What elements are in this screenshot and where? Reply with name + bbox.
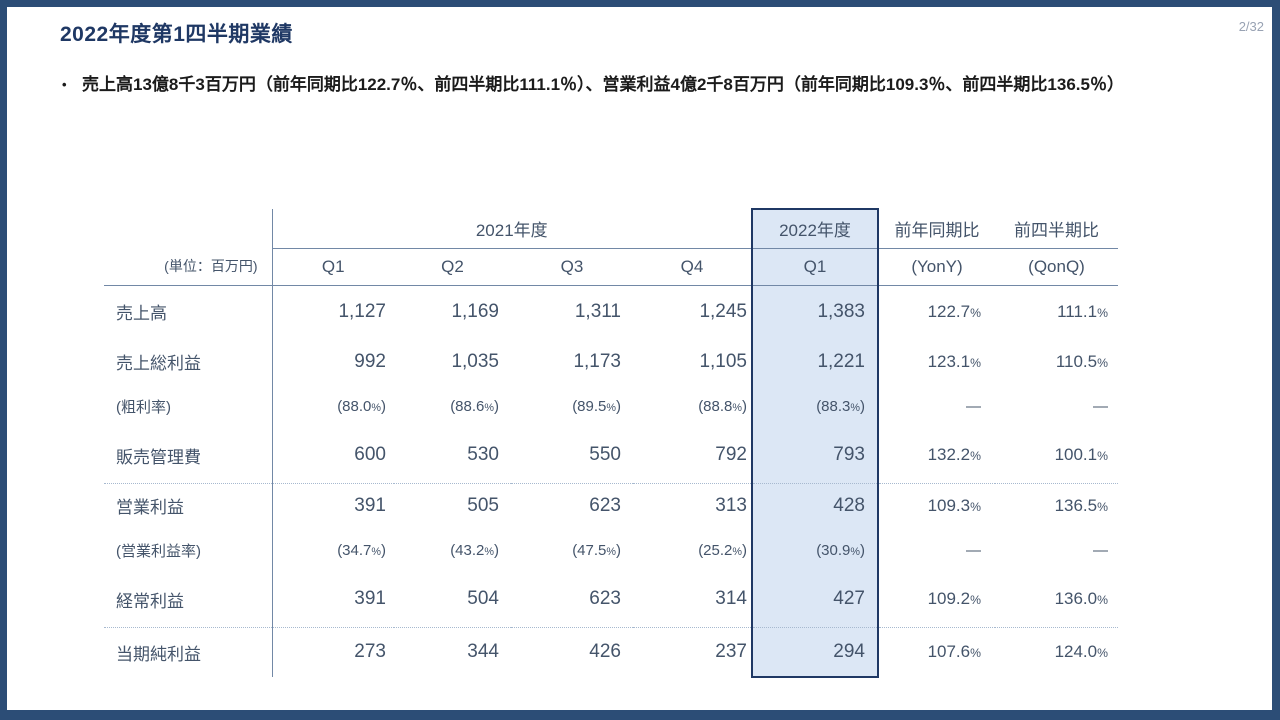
table-cell: (43.2%) (450, 541, 499, 559)
table-cell: 530 (394, 428, 511, 484)
table-row-gross-margin: (粗利率) (88.0%) (88.6%) (89.5%) (88.8%) (8… (104, 385, 1118, 428)
header-spacer (104, 209, 273, 248)
results-table: 2021年度 2022年度 前年同期比 前四半期比 (単位：百万円) Q1 Q2… (104, 208, 1118, 678)
table-cell: 504 (394, 572, 511, 628)
row-label: 売上高 (104, 285, 273, 338)
table-row-net-income: 当期純利益 273 344 426 237 294 107.6% 124.0% (104, 627, 1118, 678)
table-cell: (88.0%) (337, 398, 386, 415)
table-cell: 109.2% (878, 572, 995, 628)
row-label: 売上総利益 (104, 338, 273, 385)
table-cell: — (966, 398, 981, 415)
table-row-sales: 売上高 1,127 1,169 1,311 1,245 1,383 122.7%… (104, 285, 1118, 338)
table-cell: — (966, 541, 981, 559)
header-qonq-sub: (QonQ) (995, 248, 1118, 286)
table-cell-highlight: 1,383 (751, 285, 879, 338)
row-label: 販売管理費 (104, 428, 273, 484)
table-cell: 391 (354, 494, 386, 516)
table-cell: — (1093, 398, 1108, 415)
table-cell: 136.0% (995, 572, 1118, 628)
table-cell: (34.7%) (337, 541, 386, 559)
table-cell: 123.1% (927, 351, 981, 371)
table-cell: — (1093, 541, 1108, 559)
table-cell: 600 (272, 428, 394, 484)
table-cell: 391 (272, 572, 394, 628)
table-cell: 122.7% (927, 301, 981, 321)
results-table-container: 2021年度 2022年度 前年同期比 前四半期比 (単位：百万円) Q1 Q2… (104, 208, 1118, 678)
table-cell: 1,105 (699, 350, 747, 372)
table-cell-highlight: 793 (751, 428, 879, 484)
header-yony: 前年同期比 (878, 209, 995, 249)
unit-label: (単位：百万円) (104, 248, 273, 286)
table-cell: 109.3% (927, 495, 981, 515)
table-row-operating-profit: 営業利益 391 505 623 313 428 109.3% 136.5% (104, 483, 1118, 528)
table-cell: (47.5%) (572, 541, 621, 559)
table-cell: (25.2%) (698, 541, 747, 559)
page-number: 2/32 (1238, 19, 1264, 34)
header-yony-sub: (YonY) (878, 248, 995, 286)
table-cell-highlight: (30.9%) (751, 528, 879, 572)
table-cell-highlight: 427 (751, 572, 879, 628)
table-cell: 111.1% (1057, 301, 1108, 321)
table-cell-highlight: 1,221 (751, 338, 879, 385)
table-cell: 107.6% (927, 642, 981, 662)
header-fy22-q1: Q1 (751, 248, 879, 286)
table-cell: 623 (511, 572, 633, 628)
table-cell: (88.8%) (698, 398, 747, 415)
table-cell: 313 (715, 494, 747, 516)
table-cell: 992 (354, 350, 386, 372)
table-cell: 1,127 (338, 300, 386, 322)
header-q2: Q2 (394, 248, 511, 286)
bullet-marker: • (62, 77, 67, 92)
table-cell-highlight: (88.3%) (751, 385, 879, 428)
row-label: 営業利益 (104, 483, 273, 528)
header-q3: Q3 (511, 248, 633, 286)
table-cell: 550 (511, 428, 633, 484)
table-cell: 136.5% (1054, 495, 1108, 515)
table-cell: 1,169 (451, 300, 499, 322)
table-cell: 110.5% (1055, 351, 1108, 371)
table-cell: 1,245 (699, 300, 747, 322)
header-q1: Q1 (272, 248, 394, 286)
table-row-ordinary-profit: 経常利益 391 504 623 314 427 109.2% 136.0% (104, 572, 1118, 628)
table-cell: 237 (715, 641, 747, 663)
row-label: 経常利益 (104, 572, 273, 628)
table-cell: (89.5%) (572, 398, 621, 415)
table-cell-highlight: 294 (751, 627, 879, 678)
table-cell: 314 (633, 572, 752, 628)
row-label: (営業利益率) (104, 528, 273, 572)
table-cell: 124.0% (1054, 642, 1108, 662)
table-cell: 1,035 (451, 350, 499, 372)
header-qonq: 前四半期比 (995, 209, 1118, 249)
table-row-sga: 販売管理費 600 530 550 792 793 132.2% 100.1% (104, 428, 1118, 484)
row-label: 当期純利益 (104, 627, 273, 677)
table-cell: 344 (467, 641, 499, 663)
table-cell: 792 (633, 428, 752, 484)
table-cell: (88.6%) (450, 398, 499, 415)
header-q4: Q4 (633, 248, 752, 286)
table-header-quarters: (単位：百万円) Q1 Q2 Q3 Q4 Q1 (YonY) (QonQ) (104, 248, 1118, 286)
table-cell: 426 (589, 641, 621, 663)
table-cell: 1,173 (573, 350, 621, 372)
table-cell: 132.2% (878, 428, 995, 484)
header-fy2022: 2022年度 (751, 208, 879, 249)
table-header-groups: 2021年度 2022年度 前年同期比 前四半期比 (104, 208, 1118, 249)
page-title: 2022年度第1四半期業績 (60, 23, 293, 46)
table-cell: 505 (467, 494, 499, 516)
table-cell: 1,311 (574, 300, 621, 322)
table-row-operating-margin: (営業利益率) (34.7%) (43.2%) (47.5%) (25.2%) … (104, 528, 1118, 572)
table-cell: 623 (589, 494, 621, 516)
header-fy2021: 2021年度 (272, 209, 752, 249)
summary-bullet: • 売上高13億8千3百万円（前年同期比122.7％、前四半期比111.1％）、… (62, 71, 1197, 98)
table-row-gross-profit: 売上総利益 992 1,035 1,173 1,105 1,221 123.1%… (104, 338, 1118, 385)
bullet-text: 売上高13億8千3百万円（前年同期比122.7％、前四半期比111.1％）、営業… (82, 75, 1124, 94)
table-cell: 273 (354, 641, 386, 663)
table-cell: 100.1% (995, 428, 1118, 484)
table-cell-highlight: 428 (751, 483, 879, 528)
row-label: (粗利率) (104, 385, 273, 428)
